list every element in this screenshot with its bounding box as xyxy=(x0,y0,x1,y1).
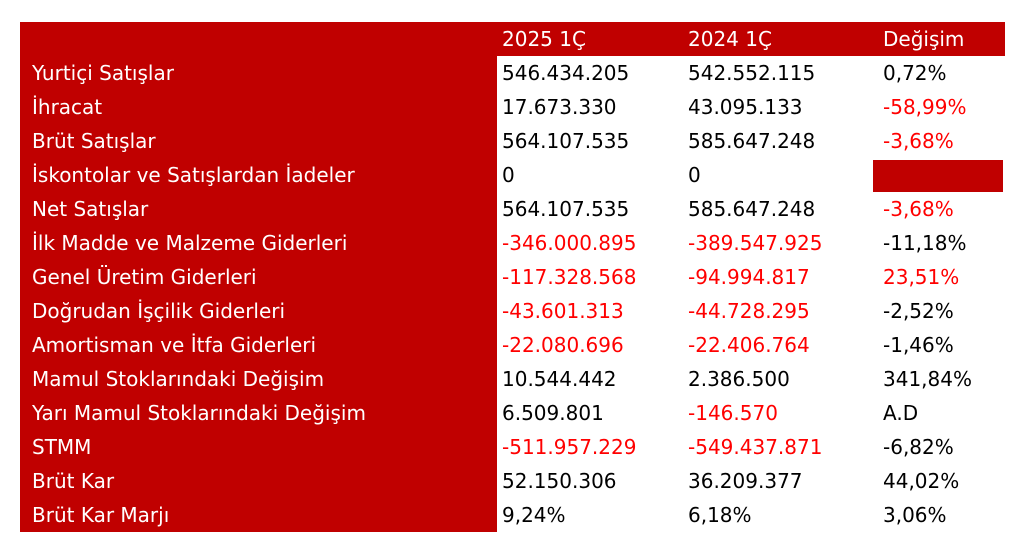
value-cell: -389.547.925 xyxy=(688,231,823,255)
value-cell: -3,68% xyxy=(883,129,954,153)
value-cell: 3,06% xyxy=(883,503,947,527)
header-cell: 2024 1Ç xyxy=(683,22,870,56)
value-cell: 17.673.330 xyxy=(502,95,617,119)
value-cell: -44.728.295 xyxy=(688,299,810,323)
value-cell: 10.544.442 xyxy=(502,367,617,391)
value-cell: 44,02% xyxy=(883,469,960,493)
value-cell: 564.107.535 xyxy=(502,197,630,221)
value-cell: 0,72% xyxy=(883,61,947,85)
value-cell: 6.509.801 xyxy=(502,401,604,425)
row-label: Net Satışlar xyxy=(20,192,497,226)
value-cell: 36.209.377 xyxy=(688,469,803,493)
row-label: Yurtiçi Satışlar xyxy=(20,56,497,90)
value-cell: -1,46% xyxy=(883,333,954,357)
row-label: STMM xyxy=(20,430,497,464)
row-label: Mamul Stoklarındaki Değişim xyxy=(20,362,497,396)
value-cell: 585.647.248 xyxy=(688,129,816,153)
value-cell: 43.095.133 xyxy=(688,95,803,119)
value-cell: 0 xyxy=(688,163,701,187)
row-label: Brüt Satışlar xyxy=(20,124,497,158)
value-cell: -2,52% xyxy=(883,299,954,323)
header-cell xyxy=(20,22,497,56)
value-cell xyxy=(873,160,1003,192)
value-cell: 6,18% xyxy=(688,503,752,527)
value-cell: A.D xyxy=(883,401,919,425)
row-label: İlk Madde ve Malzeme Giderleri xyxy=(20,226,497,260)
value-cell: 0 xyxy=(502,163,515,187)
row-label: İskontolar ve Satışlardan İadeler xyxy=(20,158,497,192)
value-cell: 52.150.306 xyxy=(502,469,617,493)
value-cell: 9,24% xyxy=(502,503,566,527)
row-label: Brüt Kar xyxy=(20,464,497,498)
value-cell: -43.601.313 xyxy=(502,299,624,323)
value-cell: 546.434.205 xyxy=(502,61,630,85)
value-cell: 585.647.248 xyxy=(688,197,816,221)
value-cell: -117.328.568 xyxy=(502,265,637,289)
value-cell: -58,99% xyxy=(883,95,967,119)
header-cell: Değişim xyxy=(870,22,1005,56)
value-cell: 542.552.115 xyxy=(688,61,816,85)
value-cell: -346.000.895 xyxy=(502,231,637,255)
row-label: Yarı Mamul Stoklarındaki Değişim xyxy=(20,396,497,430)
value-cell: -146.570 xyxy=(688,401,778,425)
row-label: Doğrudan İşçilik Giderleri xyxy=(20,294,497,328)
value-cell: -3,68% xyxy=(883,197,954,221)
value-cell: 23,51% xyxy=(883,265,960,289)
value-cell: 341,84% xyxy=(883,367,972,391)
value-cell: -94.994.817 xyxy=(688,265,810,289)
row-label: İhracat xyxy=(20,90,497,124)
value-cell: -511.957.229 xyxy=(502,435,637,459)
value-cell: -22.406.764 xyxy=(688,333,810,357)
table: 2025 1Ç 2024 1Ç Değişim Yurtiçi Satışlar 546… xyxy=(20,22,1005,532)
value-cell: 564.107.535 xyxy=(502,129,630,153)
value-cell: -11,18% xyxy=(883,231,967,255)
value-cell: -549.437.871 xyxy=(688,435,823,459)
value-cell: -6,82% xyxy=(883,435,954,459)
header-cell: 2025 1Ç xyxy=(497,22,683,56)
row-label: Genel Üretim Giderleri xyxy=(20,260,497,294)
row-label: Brüt Kar Marjı xyxy=(20,498,497,532)
value-cell: -22.080.696 xyxy=(502,333,624,357)
value-cell: 2.386.500 xyxy=(688,367,790,391)
row-label: Amortisman ve İtfa Giderleri xyxy=(20,328,497,362)
